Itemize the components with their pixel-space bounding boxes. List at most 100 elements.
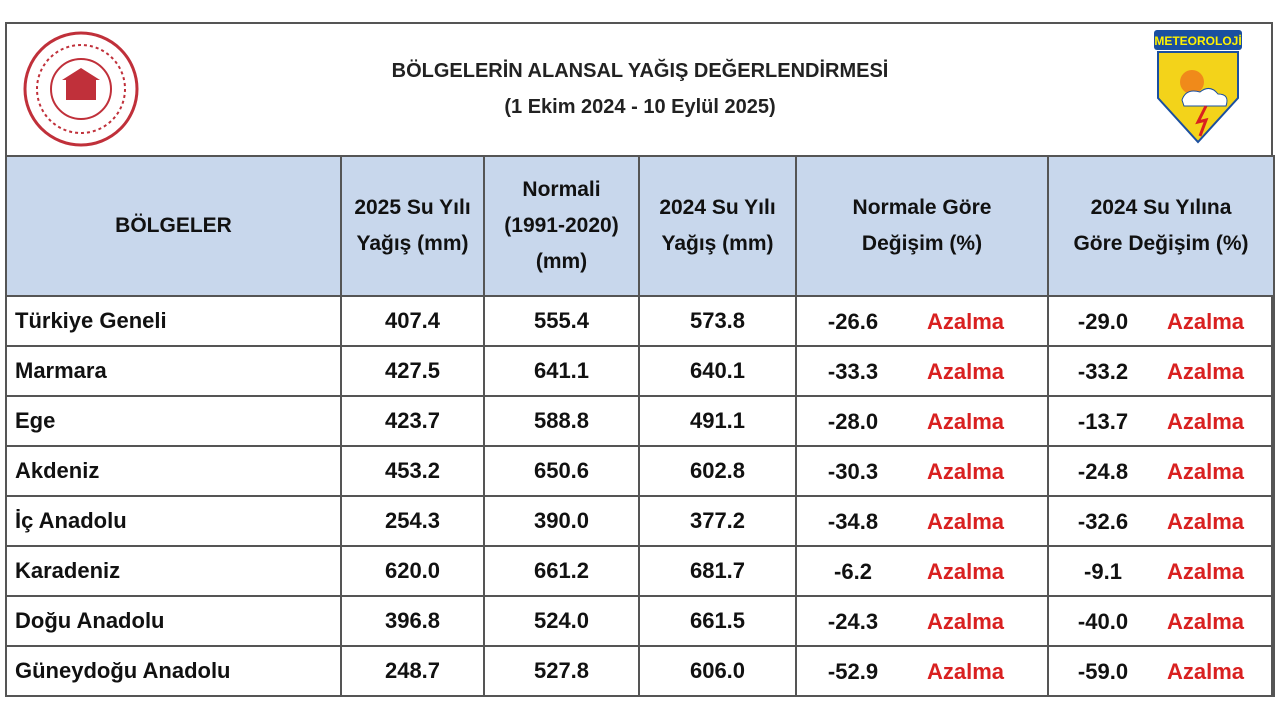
rainfall-value: 661.2	[483, 545, 640, 597]
change-value: -28.0	[827, 409, 879, 434]
rainfall-value: 641.1	[483, 345, 640, 397]
rainfall-value: 527.8	[483, 645, 640, 697]
change-cell: -26.6 Azalma	[795, 295, 1049, 347]
rainfall-value: 407.4	[340, 295, 485, 347]
change-label: Azalma	[1167, 609, 1245, 634]
change-value: -34.8	[827, 509, 879, 534]
rainfall-value: 640.1	[638, 345, 797, 397]
subtitle: (1 Ekim 2024 - 10 Eylül 2025)	[504, 96, 776, 118]
rainfall-table: BÖLGELER 2025 Su Yılı Yağış (mm) Normali (19…	[5, 155, 1275, 697]
change-value: -26.6	[827, 309, 879, 334]
change-label: Azalma	[1167, 309, 1245, 334]
header-line: Normale Göre	[852, 196, 992, 219]
change-label: Azalma	[1167, 409, 1245, 434]
region-name: Karadeniz	[5, 545, 342, 597]
region-name: Ege	[5, 395, 342, 447]
change-label: Azalma	[927, 609, 1005, 634]
change-label: Azalma	[927, 409, 1005, 434]
change-cell: -9.1 Azalma	[1047, 545, 1275, 597]
change-label: Azalma	[927, 559, 1005, 584]
region-name: Doğu Anadolu	[5, 595, 342, 647]
change-cell: -28.0 Azalma	[795, 395, 1049, 447]
rainfall-value: 491.1	[638, 395, 797, 447]
change-value: -29.0	[1077, 309, 1129, 334]
change-cell: -24.8 Azalma	[1047, 445, 1275, 497]
rainfall-value: 396.8	[340, 595, 485, 647]
header-line: Değişim (%)	[861, 232, 983, 255]
header-row: BÖLGELER 2025 Su Yılı Yağış (mm) Normali (19…	[5, 155, 1275, 297]
change-label: Azalma	[1167, 359, 1245, 384]
header-line: (mm)	[535, 250, 588, 273]
change-cell: -33.3 Azalma	[795, 345, 1049, 397]
change-cell: -30.3 Azalma	[795, 445, 1049, 497]
rainfall-value: 555.4	[483, 295, 640, 347]
table-row: Türkiye Geneli 407.4 555.4 573.8 -26.6 Azalma…	[5, 295, 1275, 347]
change-cell: -34.8 Azalma	[795, 495, 1049, 547]
change-label: Azalma	[927, 359, 1005, 384]
rainfall-value: 606.0	[638, 645, 797, 697]
change-cell: -6.2 Azalma	[795, 545, 1049, 597]
rainfall-value: 254.3	[340, 495, 485, 547]
change-value: -30.3	[827, 459, 879, 484]
column-header: Normale Göre Değişim (%)	[795, 155, 1049, 297]
header-line: Göre Değişim (%)	[1073, 232, 1249, 255]
region-name: İç Anadolu	[5, 495, 342, 547]
column-header: 2025 Su Yılı Yağış (mm)	[340, 155, 485, 297]
rainfall-value: 248.7	[340, 645, 485, 697]
change-value: -24.3	[827, 609, 879, 634]
rainfall-value: 390.0	[483, 495, 640, 547]
change-label: Azalma	[1167, 559, 1245, 584]
change-value: -32.6	[1077, 509, 1129, 534]
column-header: BÖLGELER	[5, 155, 342, 297]
change-value: -33.3	[827, 359, 879, 384]
change-cell: -13.7 Azalma	[1047, 395, 1275, 447]
change-cell: -52.9 Azalma	[795, 645, 1049, 697]
change-label: Azalma	[927, 659, 1005, 684]
change-cell: -24.3 Azalma	[795, 595, 1049, 647]
change-cell: -59.0 Azalma	[1047, 645, 1275, 697]
rainfall-value: 427.5	[340, 345, 485, 397]
header-line: Yağış (mm)	[356, 232, 469, 255]
rainfall-value: 453.2	[340, 445, 485, 497]
change-value: -59.0	[1077, 659, 1129, 684]
rainfall-value: 661.5	[638, 595, 797, 647]
change-label: Azalma	[927, 309, 1005, 334]
change-value: -6.2	[834, 559, 872, 584]
meteoroloji-logo: METEOROLOJİ	[1154, 30, 1242, 144]
rainfall-value: 650.6	[483, 445, 640, 497]
change-value: -33.2	[1077, 359, 1129, 384]
change-label: Azalma	[1167, 509, 1245, 534]
table-row: Güneydoğu Anadolu 248.7 527.8 606.0 -52.9 Aza…	[5, 645, 1275, 697]
change-label: Azalma	[927, 459, 1005, 484]
change-value: -13.7	[1077, 409, 1129, 434]
rainfall-value: 524.0	[483, 595, 640, 647]
column-header: 2024 Su Yılı Yağış (mm)	[638, 155, 797, 297]
rainfall-value: 588.8	[483, 395, 640, 447]
change-value: -24.8	[1077, 459, 1129, 484]
change-value: -40.0	[1077, 609, 1129, 634]
column-header: Normali (1991-2020) (mm)	[483, 155, 640, 297]
column-header: 2024 Su Yılına Göre Değişim (%)	[1047, 155, 1275, 297]
change-cell: -33.2 Azalma	[1047, 345, 1275, 397]
region-name: Akdeniz	[5, 445, 342, 497]
change-cell: -32.6 Azalma	[1047, 495, 1275, 547]
rainfall-value: 377.2	[638, 495, 797, 547]
change-cell: -40.0 Azalma	[1047, 595, 1275, 647]
header-line: 2024 Su Yılına	[1090, 196, 1232, 219]
header-line: Yağış (mm)	[661, 232, 774, 255]
header-line: 2024 Su Yılı	[659, 196, 776, 219]
rainfall-value: 681.7	[638, 545, 797, 597]
table-row: Akdeniz 453.2 650.6 602.8 -30.3 Azalma -24.8 Az…	[5, 445, 1275, 497]
change-value: -9.1	[1084, 559, 1122, 584]
rainfall-value: 620.0	[340, 545, 485, 597]
title: BÖLGELERİN ALANSAL YAĞIŞ DEĞERLENDİRMESİ	[391, 60, 889, 82]
ministry-seal	[23, 31, 139, 147]
change-label: Azalma	[1167, 459, 1245, 484]
change-value: -52.9	[827, 659, 879, 684]
region-name: Güneydoğu Anadolu	[5, 645, 342, 697]
table-row: Doğu Anadolu 396.8 524.0 661.5 -24.3 Azalma -4…	[5, 595, 1275, 647]
region-name: Türkiye Geneli	[5, 295, 342, 347]
table-row: İç Anadolu 254.3 390.0 377.2 -34.8 Azalma -32.…	[5, 495, 1275, 547]
